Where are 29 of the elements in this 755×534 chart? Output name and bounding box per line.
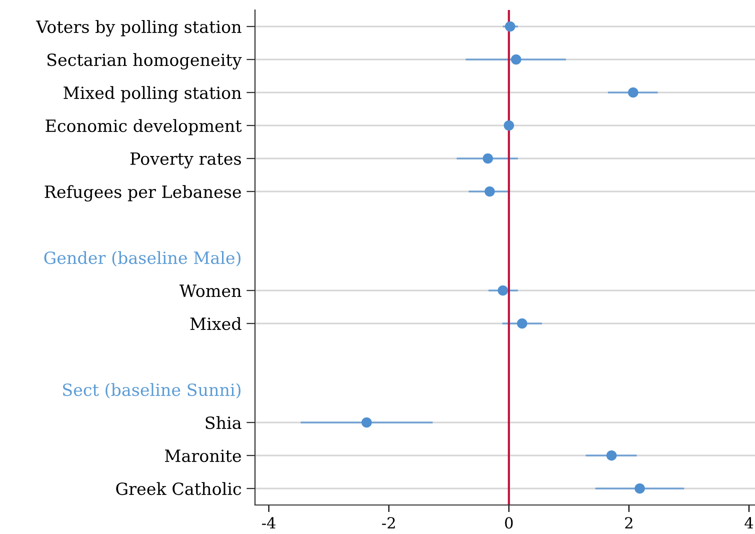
y-tick-label: Sectarian homogeneity <box>48 53 242 70</box>
x-tick-label: -4 <box>262 517 276 528</box>
x-tick-label: -2 <box>382 517 395 528</box>
point <box>510 54 522 65</box>
y-tick-label: Refugees per Lebanese <box>44 185 241 202</box>
y-tick-label: Maronite <box>165 450 241 462</box>
point <box>482 153 494 164</box>
point <box>361 417 372 428</box>
y-tick-label: Economic development <box>46 119 242 136</box>
point <box>498 285 508 296</box>
x-tick-label: 4 <box>744 517 754 528</box>
point <box>516 318 528 329</box>
point <box>484 186 495 197</box>
y-tick-label: Mixed polling station <box>64 86 242 103</box>
point <box>634 483 645 494</box>
y-tick-label: Greek Catholic <box>116 482 242 496</box>
y-tick-label: Gender (baseline Male) <box>44 251 240 266</box>
point <box>504 21 516 32</box>
point <box>628 87 638 98</box>
y-tick-label: Voters by polling station <box>36 20 242 37</box>
y-tick-label: Poverty rates <box>130 152 241 168</box>
y-tick-label: Shia <box>206 416 242 430</box>
y-tick-label: Sect (baseline Sunni) <box>63 383 240 398</box>
y-tick-label: Mixed <box>190 317 242 330</box>
x-tick-label: 0 <box>505 517 513 529</box>
point <box>504 120 514 131</box>
x-tick-label: 2 <box>625 517 632 528</box>
y-tick-label: Women <box>179 284 242 298</box>
point <box>606 450 617 461</box>
